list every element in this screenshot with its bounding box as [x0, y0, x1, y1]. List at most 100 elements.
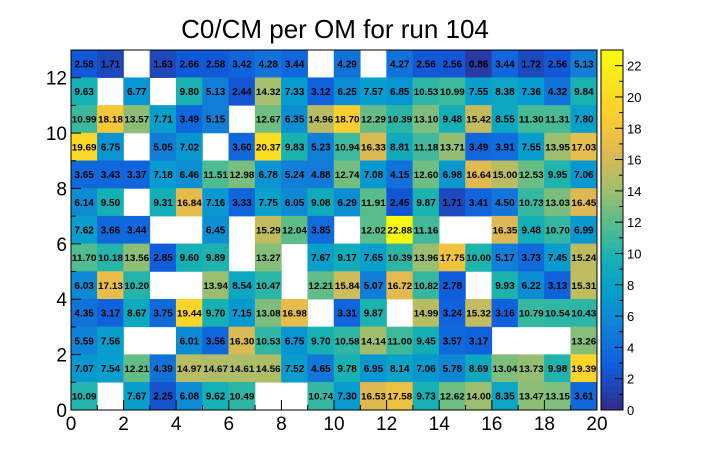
- heatmap-cell: [175, 77, 203, 106]
- cell-value-label: 2.56: [548, 59, 568, 70]
- heatmap-cell: [307, 326, 335, 355]
- cell-value-label: 13.96: [414, 253, 439, 263]
- cell-value-label: 4.32: [548, 87, 568, 98]
- cell-value-label: 14.56: [256, 364, 281, 374]
- cell-value-label: 11.18: [414, 142, 439, 152]
- x-tick-label: 14: [429, 414, 451, 435]
- heatmap-cell: [360, 105, 387, 134]
- cell-value-label: 6.14: [74, 198, 94, 209]
- heatmap-cell: [228, 382, 256, 411]
- cell-value-label: 6.25: [337, 87, 357, 98]
- cell-value-label: 18.70: [335, 115, 360, 125]
- heatmap-cell: [228, 271, 256, 300]
- x-tick-label: 16: [481, 414, 502, 435]
- cell-value-label: 22.88: [387, 226, 412, 236]
- cell-value-label: 3.24: [443, 309, 463, 320]
- palette-segment: [601, 325, 623, 333]
- palette-segment: [601, 343, 623, 351]
- heatmap-cell: [491, 382, 519, 411]
- cell-value-label: 17.58: [387, 392, 412, 402]
- heatmap-cell: [97, 298, 124, 328]
- palette-segment: [601, 79, 623, 87]
- heatmap-cell: [307, 160, 335, 189]
- heatmap-cell: [570, 105, 598, 134]
- cell-value-label: 7.07: [74, 364, 94, 375]
- heatmap-cell: [123, 243, 151, 272]
- cell-value-label: 20.37: [256, 142, 281, 152]
- palette-segment: [601, 109, 623, 117]
- palette-segment: [601, 157, 623, 165]
- cell-value-label: 5.07: [364, 281, 384, 292]
- heatmap-cell: [386, 105, 414, 134]
- heatmap-cell: [491, 132, 519, 162]
- cell-value-label: 1.71: [101, 59, 121, 70]
- heatmap-cell: [123, 354, 151, 383]
- heatmap-cell: [333, 77, 361, 106]
- x-tick-label: 20: [586, 414, 607, 435]
- heatmap-cell: [123, 382, 151, 411]
- heatmap-cell: [386, 49, 414, 78]
- heatmap-cell: [360, 243, 387, 272]
- cell-value-label: 7.55: [469, 87, 489, 98]
- y-tick-label: 2: [56, 346, 67, 367]
- heatmap-cell: [281, 105, 308, 134]
- heatmap-cell: [149, 49, 177, 78]
- heatmap-cell: [70, 271, 98, 300]
- heatmap-cell: [149, 243, 177, 272]
- heatmap-cell: [544, 188, 571, 217]
- palette-tick-label: 4: [627, 340, 634, 355]
- cell-value-label: 5.59: [74, 336, 94, 347]
- cell-value-label: 2.66: [180, 59, 200, 70]
- palette-segment: [601, 205, 623, 213]
- cell-value-label: 10.79: [519, 309, 544, 319]
- axes: 0 2 4 6 8 10 12 14 16 18 20 0 2 4 6 8 10 12: [46, 49, 608, 435]
- heatmap-cell: [281, 132, 308, 162]
- cell-value-label: 12.98: [230, 170, 255, 180]
- cell-value-label: 14.97: [177, 364, 202, 374]
- cell-value-label: 7.71: [153, 115, 173, 126]
- palette-segment: [601, 97, 623, 105]
- cell-value-label: 9.70: [311, 336, 331, 347]
- cell-value-label: 3.44: [495, 59, 515, 70]
- cell-value-label: 8.38: [495, 87, 515, 98]
- cell-value-label: 14.61: [230, 364, 255, 374]
- cell-value-label: 9.87: [364, 309, 384, 320]
- cell-value-label: 5.05: [153, 142, 173, 153]
- heatmap-cell: [412, 243, 440, 272]
- palette-frame: [600, 49, 624, 411]
- heatmap-cell: [360, 271, 387, 300]
- heatmap-cell: [202, 382, 230, 411]
- cell-value-label: 13.94: [203, 281, 228, 291]
- heatmap-cell: [228, 132, 256, 162]
- cell-value-label: 15.42: [466, 115, 491, 125]
- palette-segment: [601, 121, 623, 129]
- palette-segment: [601, 337, 623, 345]
- heatmap-cell: [281, 49, 308, 78]
- cell-value-label: 1.63: [153, 59, 173, 70]
- heatmap-cell: [491, 160, 519, 189]
- heatmap-cell: [307, 354, 335, 383]
- cell-value-label: 7.45: [548, 253, 568, 264]
- heatmap-cell: [570, 215, 598, 245]
- heatmap-cell: [175, 243, 203, 272]
- palette-segment: [601, 397, 623, 405]
- heatmap-cell: [412, 382, 440, 411]
- heatmap-cell: [254, 354, 282, 383]
- cell-value-label: 7.15: [232, 309, 252, 320]
- cell-value-label: 8.35: [495, 392, 515, 403]
- palette-segment: [601, 169, 623, 177]
- cell-value-label: 12.21: [124, 364, 149, 374]
- heatmap-cell: [517, 49, 545, 78]
- cell-value-label: 15.84: [335, 281, 360, 291]
- heatmap-cell: [97, 271, 124, 300]
- cell-value-label: 2.45: [390, 198, 410, 209]
- palette-segment: [601, 55, 623, 63]
- palette-segment: [601, 289, 623, 297]
- palette-segment: [601, 61, 623, 69]
- cell-value-label: 5.17: [495, 253, 515, 264]
- cell-value-label: 9.98: [548, 364, 568, 375]
- cell-value-label: 3.61: [574, 392, 594, 403]
- heatmap-cell: [202, 188, 230, 217]
- heatmap-cell: [175, 326, 203, 355]
